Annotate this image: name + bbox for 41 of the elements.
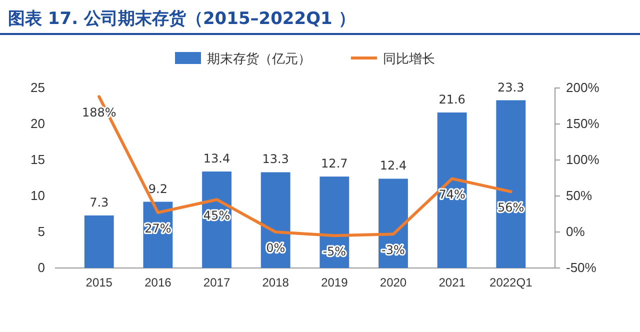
x-tick-label: 2020 (380, 276, 407, 290)
x-tick-label: 2021 (438, 276, 466, 290)
y-tick-label: 15 (30, 152, 45, 168)
y2-tick-label: 100% (566, 152, 600, 168)
chart-title: 图表 17. 公司期末存货（2015–2022Q1 ） (8, 9, 356, 29)
y2-tick-label: -50% (566, 260, 597, 276)
data-label: 23.3 (498, 80, 524, 94)
x-tick-label: 2015 (86, 276, 113, 290)
y-tick-label: 20 (30, 116, 45, 132)
y2-tick-label: 0% (566, 224, 586, 240)
data-label: 12.7 (321, 156, 348, 171)
data-label: 27% (144, 222, 172, 236)
data-label: 13.3 (262, 152, 289, 166)
y-tick-label: 5 (38, 224, 45, 240)
y2-tick-label: 150% (566, 116, 600, 132)
x-tick-label: 2018 (262, 276, 290, 290)
y2-tick-label: 50% (566, 188, 592, 204)
bar (437, 112, 467, 268)
y-tick-label: 0 (38, 260, 45, 276)
x-tick-label: 2017 (203, 276, 230, 290)
data-label: 21.6 (438, 92, 466, 106)
data-label: -3% (382, 243, 405, 258)
y-tick-label: 25 (30, 80, 45, 96)
data-label: 13.4 (203, 152, 230, 166)
bar (84, 215, 114, 268)
legend-label: 同比增长 (383, 52, 435, 67)
x-tick-label: 2016 (144, 276, 172, 290)
data-label: 45% (203, 208, 230, 223)
data-label: 74% (438, 188, 466, 202)
data-label: 56% (498, 200, 524, 215)
y2-tick-label: 200% (566, 80, 600, 96)
bar (496, 100, 526, 268)
legend-label: 期末存货（亿元） (207, 52, 311, 67)
data-label: 0% (266, 241, 286, 255)
data-label: 9.2 (148, 182, 168, 196)
x-tick-label: 2022Q1 (490, 276, 533, 290)
y-tick-label: 10 (30, 188, 45, 204)
x-tick-label: 2019 (321, 276, 348, 290)
data-label: 12.4 (380, 158, 407, 173)
data-label: 7.3 (90, 195, 109, 210)
data-label: -5% (322, 244, 346, 259)
